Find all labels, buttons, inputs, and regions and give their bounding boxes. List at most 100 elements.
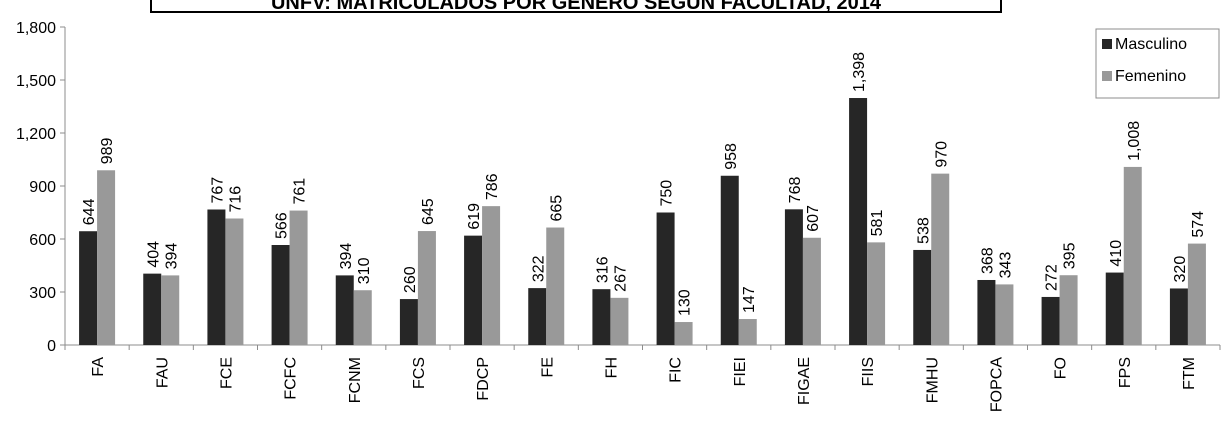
x-tick-label: FIEI (732, 357, 749, 386)
bar-femenino-figae (802, 237, 821, 345)
data-label: 316 (594, 256, 611, 283)
bar-femenino-fh (610, 297, 629, 345)
data-label: 750 (659, 180, 676, 207)
legend-box (1095, 28, 1220, 99)
bar-masculino-fo (1041, 296, 1060, 345)
bar-masculino-fa (79, 231, 98, 345)
x-tick-label: FTM (1181, 357, 1198, 390)
y-axis: 0 300 600 900 1,200 1,500 1,800 (16, 20, 66, 355)
bar-femenino-fps (1123, 166, 1142, 345)
data-label: 989 (99, 137, 116, 164)
bar-femenino-fa (97, 170, 116, 345)
data-label: 716 (227, 186, 244, 213)
bar-femenino-fau (161, 275, 180, 345)
bar-femenino-fcfc (289, 210, 308, 345)
data-label: 267 (612, 265, 629, 292)
legend-label-femenino: Femenino (1115, 68, 1186, 85)
bar-femenino-fcnm (353, 290, 372, 345)
bar-masculino-fic (656, 212, 675, 345)
bar-masculino-fcnm (335, 275, 354, 345)
data-label: 970 (933, 141, 950, 168)
legend-swatch-femenino (1102, 71, 1112, 81)
bar-masculino-fmhu (913, 249, 932, 345)
data-label: 786 (484, 173, 501, 200)
data-label: 767 (209, 177, 226, 204)
bar-masculino-fe (528, 288, 547, 345)
legend: Masculino Femenino (1095, 28, 1220, 99)
data-label: 368 (979, 247, 996, 274)
x-tick-label: FCS (411, 357, 428, 389)
x-tick-label: FPS (1117, 357, 1134, 388)
x-tick-label: FA (90, 357, 107, 377)
data-label: 1,008 (1126, 121, 1143, 161)
bars (79, 98, 1206, 346)
data-label: 404 (145, 241, 162, 268)
bar-masculino-fiei (720, 175, 739, 345)
chart-title: UNFV: MATRICULADOS POR GÉNERO SEGÚN FACU… (150, 0, 1002, 13)
x-tick-label: FE (539, 357, 556, 377)
data-label: 130 (677, 289, 694, 316)
x-tick-label: FCFC (283, 357, 300, 400)
bar-masculino-fiis (849, 98, 868, 346)
bar-masculino-fce (207, 209, 226, 345)
bar-femenino-fce (225, 218, 244, 345)
bar-masculino-ftm (1169, 288, 1188, 345)
data-label: 320 (1172, 256, 1189, 283)
bar-masculino-fcs (399, 299, 418, 345)
y-tick-label: 300 (29, 285, 56, 302)
y-tick-label: 0 (47, 338, 56, 355)
bar-femenino-fcs (417, 231, 436, 345)
bar-masculino-fopca (977, 279, 996, 345)
bar-femenino-ftm (1187, 243, 1206, 345)
x-tick-label: FAU (154, 357, 171, 388)
bar-masculino-figae (784, 209, 803, 345)
bar-femenino-fopca (995, 284, 1014, 345)
bar-masculino-fcfc (271, 245, 290, 345)
data-label: 410 (1108, 240, 1125, 267)
data-label: 260 (402, 266, 419, 293)
data-label: 665 (548, 195, 565, 222)
y-tick-label: 1,200 (16, 126, 56, 143)
bar-femenino-fmhu (931, 173, 950, 345)
data-label: 395 (1062, 242, 1079, 269)
bar-femenino-fiei (738, 319, 757, 345)
data-label: 574 (1190, 211, 1207, 238)
x-tick-label: FOPCA (988, 357, 1005, 412)
bar-femenino-fe (546, 227, 565, 345)
data-label: 343 (997, 252, 1014, 279)
data-label: 272 (1044, 264, 1061, 291)
data-label: 581 (869, 210, 886, 237)
x-tick-label: FCE (218, 357, 235, 389)
data-label: 394 (163, 243, 180, 270)
bar-femenino-fiis (867, 242, 886, 345)
data-label: 644 (81, 198, 98, 225)
data-label: 958 (723, 143, 740, 170)
x-tick-label: FIIS (860, 357, 877, 386)
x-tick-label: FH (603, 357, 620, 378)
bar-femenino-fdcp (482, 206, 501, 345)
y-tick-label: 600 (29, 232, 56, 249)
data-label: 761 (292, 178, 309, 205)
bar-femenino-fo (1059, 275, 1078, 345)
bar-masculino-fdcp (464, 235, 483, 345)
data-labels: 644 404 767 566 394 260 619 322 316 750 958 768 1,39… (81, 52, 1207, 316)
y-tick-label: 1,800 (16, 20, 56, 37)
x-tick-label: FMHU (924, 357, 941, 403)
x-tick-label: FDCP (475, 357, 492, 401)
data-label: 147 (741, 286, 758, 313)
x-tick-label: FCNM (347, 357, 364, 403)
legend-label-masculino: Masculino (1115, 36, 1187, 53)
bar-masculino-fau (143, 273, 162, 345)
data-label: 768 (787, 177, 804, 204)
y-tick-label: 1,500 (16, 73, 56, 90)
x-tick-label: FO (1053, 357, 1070, 379)
data-label: 322 (530, 255, 547, 282)
data-label: 607 (805, 205, 822, 232)
x-tick-label: FIC (668, 357, 685, 383)
legend-swatch-masculino (1102, 39, 1112, 49)
data-label: 538 (915, 217, 932, 244)
data-label: 619 (466, 203, 483, 230)
x-tick-label: FIGAE (796, 357, 813, 405)
y-tick-label: 900 (29, 179, 56, 196)
